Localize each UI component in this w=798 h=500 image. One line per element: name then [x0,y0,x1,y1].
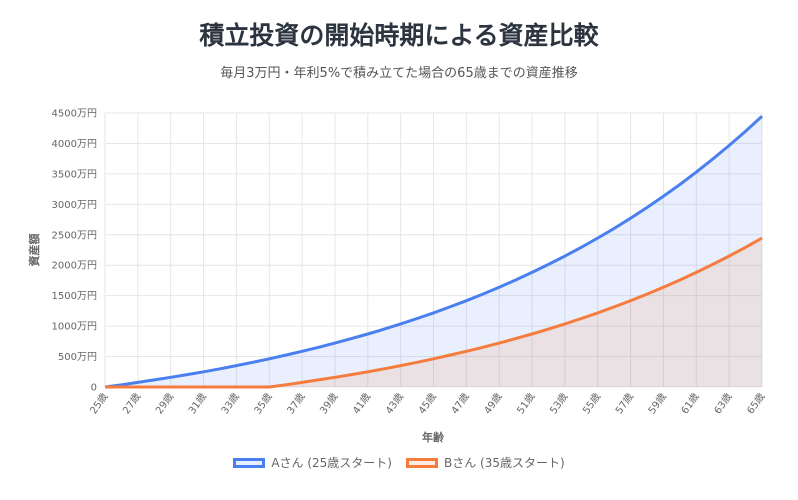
chart-title: 積立投資の開始時期による資産比較 [199,21,599,50]
x-tick-label: 57歳 [613,391,636,417]
y-tick-label: 4000万円 [52,139,97,150]
legend-label-a: Aさん (25歳スタート) [271,456,392,470]
y-tick-label: 2500万円 [52,230,97,241]
x-tick-label: 27歳 [120,391,143,417]
x-tick-label: 61歳 [679,391,702,417]
series-line-a [104,115,764,389]
legend-item-a[interactable]: Aさん (25歳スタート) [233,454,392,471]
legend-swatch-a [233,457,266,468]
x-tick-label: 47歳 [449,391,472,417]
x-tick-label: 31歳 [186,391,209,417]
x-tick-label: 43歳 [383,391,406,417]
x-axis-label: 年齢 [422,430,445,444]
y-tick-label: 4500万円 [52,109,97,120]
x-tick-label: 55歳 [580,391,603,417]
x-tick-label: 59歳 [646,391,669,417]
y-tick-label: 1500万円 [52,291,97,302]
legend-swatch-b [405,457,438,468]
chart-subtitle: 毎月3万円・年利5%で積み立てた場合の65歳までの資産推移 [220,66,578,81]
legend: Aさん (25歳スタート) Bさん (35歳スタート) [0,454,798,471]
y-axis-label: 資産額 [27,234,41,267]
x-tick-label: 37歳 [285,391,308,417]
x-tick-label: 65歳 [745,391,768,417]
x-tick-label: 49歳 [482,391,505,417]
legend-label-b: Bさん (35歳スタート) [443,456,565,470]
y-tick-label: 0 [91,383,97,394]
legend-item-b[interactable]: Bさん (35歳スタート) [405,454,565,471]
x-tick-label: 41歳 [350,391,373,417]
x-tick-label: 53歳 [547,391,570,417]
y-tick-label: 3500万円 [52,169,97,180]
y-tick-label: 3000万円 [52,200,97,211]
y-tick-label: 1000万円 [52,322,97,333]
x-tick-label: 29歳 [153,391,176,417]
series-line-b [105,236,763,389]
x-tick-label: 25歳 [88,391,111,417]
y-tick-label: 500万円 [58,352,97,363]
x-tick-label: 51歳 [515,391,538,417]
x-tick-label: 35歳 [252,391,275,417]
x-tick-label: 45歳 [416,391,439,417]
series-area-a [105,116,762,387]
series-area-b [105,238,762,387]
y-tick-label: 2000万円 [52,261,97,272]
x-tick-label: 33歳 [219,391,242,417]
x-tick-label: 39歳 [318,391,341,417]
x-tick-label: 63歳 [712,391,735,417]
